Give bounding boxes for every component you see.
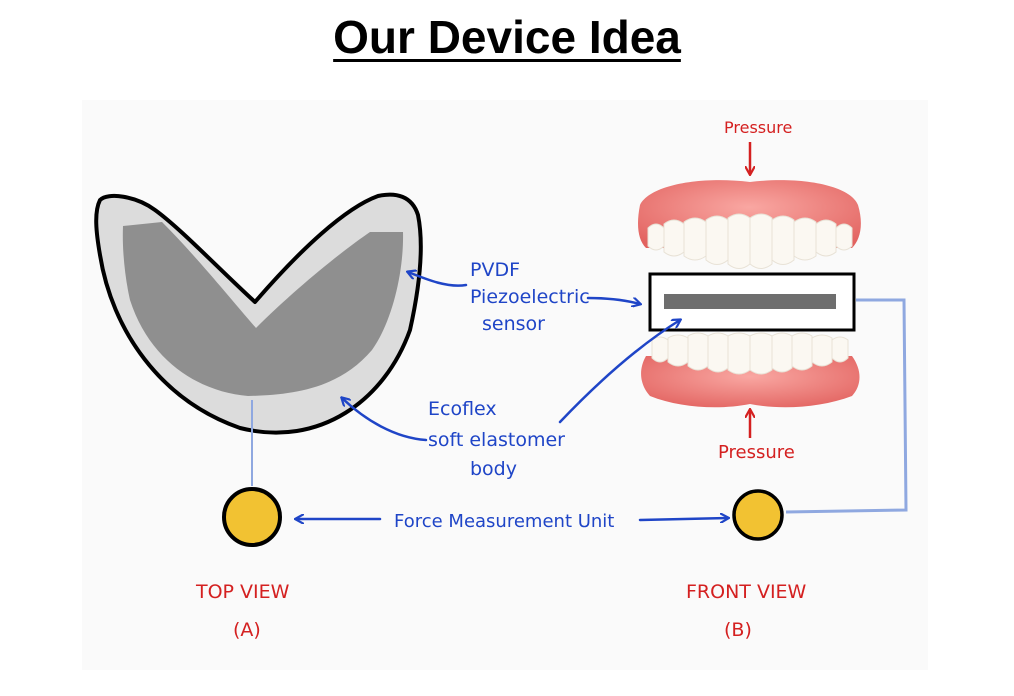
label-sensor: sensor xyxy=(482,313,545,335)
force-arrow-right xyxy=(638,518,728,520)
label-top-view-letter: (A) xyxy=(233,619,261,641)
pvdf-sensor-front-view xyxy=(664,294,836,309)
force-unit-a xyxy=(222,487,282,547)
pvdf-sensor-top-view xyxy=(122,222,404,396)
label-front-view: FRONT VIEW xyxy=(686,581,807,603)
page-title: Our Device Idea xyxy=(333,11,681,63)
ecoflex-arrow-left xyxy=(342,398,428,442)
upper-teeth xyxy=(647,213,853,269)
label-soft-elastomer: soft elastomer xyxy=(428,429,565,451)
ecoflex-arrow-right xyxy=(558,320,680,424)
label-piezoelectric: Piezoelectric xyxy=(470,286,590,308)
label-pressure-top: Pressure xyxy=(724,118,792,137)
connector-wire-b xyxy=(785,298,908,514)
teeth-front-view xyxy=(638,180,861,408)
label-force-measurement-unit: Force Measurement Unit xyxy=(394,511,614,532)
label-front-view-letter: (B) xyxy=(724,619,752,641)
mouthguard-top-view xyxy=(94,192,423,486)
lower-teeth xyxy=(651,332,849,375)
label-pvdf: PVDF xyxy=(470,259,520,281)
label-ecoflex: Ecoflex xyxy=(428,398,497,420)
label-body: body xyxy=(470,458,517,480)
force-unit-b xyxy=(732,489,784,541)
pvdf-arrow-right xyxy=(586,296,640,304)
pvdf-arrow-left xyxy=(408,272,468,287)
label-top-view: TOP VIEW xyxy=(195,581,290,603)
label-pressure-bottom: Pressure xyxy=(718,442,795,463)
